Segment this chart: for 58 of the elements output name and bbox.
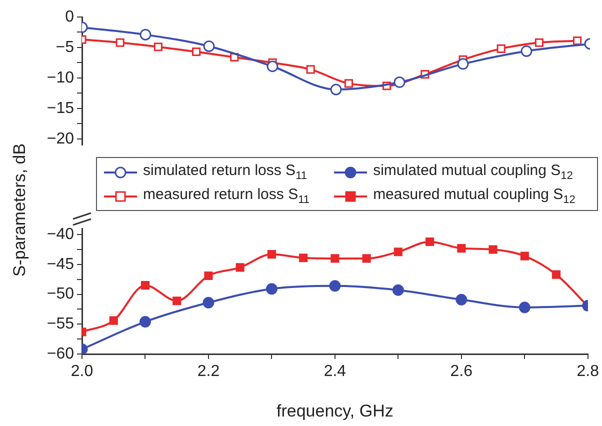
point [573, 36, 582, 46]
y-tick-label: −50 [46, 286, 74, 303]
point [299, 254, 308, 262]
point [518, 302, 530, 314]
point [266, 60, 278, 72]
point [456, 294, 468, 306]
x-tick-label: 2.6 [450, 363, 473, 380]
point [306, 65, 315, 74]
y-tick-label: −5 [56, 38, 74, 56]
y-tick-label: −45 [46, 256, 74, 273]
point [392, 284, 404, 296]
point [330, 84, 342, 96]
point [330, 254, 340, 263]
point [140, 28, 152, 40]
point [552, 270, 561, 279]
x-axis-title: frequency, GHz [276, 401, 394, 420]
point [394, 76, 406, 88]
point [203, 40, 215, 52]
legend-label: simulated return loss S$_{11}$ [143, 162, 307, 182]
point [192, 47, 201, 56]
point [139, 316, 151, 328]
point [109, 316, 118, 325]
point [394, 248, 402, 256]
x-tick-label: 2.4 [324, 363, 346, 380]
point [204, 271, 213, 280]
y-tick-label: −60 [46, 345, 74, 362]
point [496, 44, 506, 53]
y-tick-label: −40 [46, 226, 74, 243]
point [329, 280, 341, 292]
legend-label: simulated mutual coupling S$_{12}$ [373, 162, 573, 182]
point [236, 263, 244, 272]
y-tick-label: −55 [46, 316, 74, 333]
y-axis-title: S-parameters, dB [10, 143, 30, 277]
y-tick-label: −10 [46, 69, 74, 86]
point [520, 45, 532, 57]
point [488, 245, 498, 254]
point [140, 281, 150, 290]
x-tick-label: 2.2 [197, 363, 220, 380]
point [267, 250, 276, 259]
point [202, 296, 214, 308]
y-tick-label: −15 [46, 100, 74, 117]
point [172, 296, 182, 306]
point [154, 42, 162, 52]
point [534, 38, 544, 47]
x-tick-label: 2.0 [70, 363, 94, 380]
y-tick-label: −20 [46, 130, 74, 148]
point [116, 38, 124, 47]
point [344, 79, 353, 88]
point [457, 244, 466, 253]
legend-label: measured mutual coupling S$_{12}$ [373, 186, 576, 206]
point [426, 237, 434, 246]
y-tick-label: 0 [65, 8, 74, 26]
point [362, 254, 371, 263]
point [457, 58, 469, 70]
point [266, 283, 278, 295]
x-tick-label: 2.8 [576, 363, 600, 380]
point [520, 252, 529, 260]
legend-label: measured return loss S$_{11}$ [143, 186, 310, 206]
